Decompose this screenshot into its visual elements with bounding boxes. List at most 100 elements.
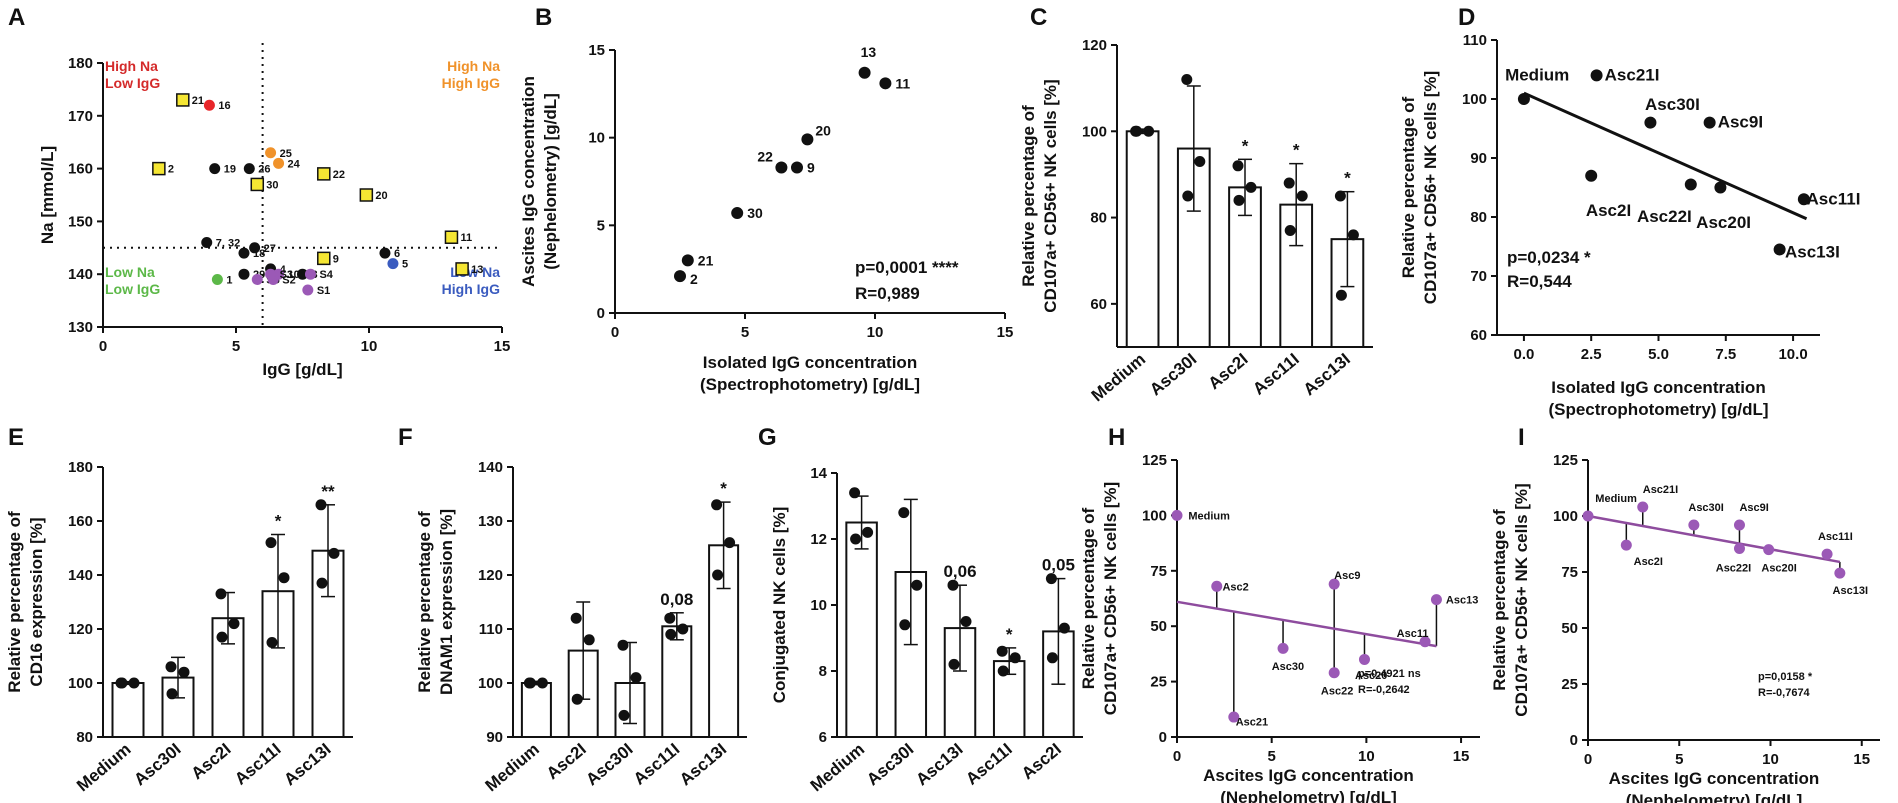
point-label-A: 25 [280,148,292,160]
bar-C [1176,147,1211,348]
point-label-A: S2 [282,274,295,286]
panel-label-I: I [1518,424,1525,451]
x-tick-label-D: 2.5 [1581,346,1602,363]
y-tick-label-I: 75 [1561,564,1578,581]
point-label-A: S4 [319,269,333,281]
x-tick-label-C: Asc11I [1249,350,1302,399]
y-tick-label-A: 160 [68,161,93,178]
x-tick-label-B: 10 [867,324,884,341]
point-A [176,93,190,107]
x-tick-label-G: Medium [807,740,868,796]
point-A [359,188,374,202]
x-tick-label-G: Asc30I [863,740,917,790]
quadrant-label-A: Low IgG [105,75,160,91]
point-label-A: 26 [258,164,270,176]
y-axis-title-E-line-0: Relative percentage of [5,511,24,693]
point-I [1821,548,1833,560]
x-tick-label-H: 10 [1358,748,1375,765]
point-I [1733,542,1745,554]
point-D [1644,116,1657,129]
y-axis-title-C-line-1: CD107a+ CD56+ NK cells [%] [1041,79,1060,312]
point-label-A: 6 [394,248,400,260]
point-A [273,268,285,280]
point-label-I: Asc22I [1716,563,1751,575]
point-A [304,268,316,280]
y-tick-label-D: 100 [1462,91,1487,108]
stats-text-B: R=0,989 [855,284,920,303]
replicate-point-F [571,693,583,705]
point-label-H: Asc20 [1355,670,1387,682]
point-label-A: S3 [280,269,293,281]
point-A [455,262,469,276]
x-tick-label-B: 15 [997,324,1014,341]
panel-label-C: C [1030,4,1047,31]
point-label-D: Asc22I [1637,207,1692,226]
panel-label-E: E [8,424,24,451]
point-label-A: 7, 32 [216,238,240,250]
point-B [681,254,694,267]
y-tick-label-I: 125 [1553,452,1578,469]
quadrant-label-A: Low Na [105,264,155,280]
replicate-point-G [1045,573,1057,585]
point-label-A: 4 [280,264,287,276]
point-B [674,270,686,283]
point-label-I: Asc11I [1818,531,1853,543]
point-label-B: 2 [690,271,698,287]
x-tick-label-C: Medium [1088,350,1149,406]
replicate-point-E [228,618,240,630]
point-label-I: Asc30I [1688,502,1723,514]
point-label-I: Asc13I [1833,585,1868,597]
replicate-point-G [996,645,1008,657]
replicate-point-G [899,619,911,631]
replicate-point-E [178,666,190,678]
y-axis-title-F-line-1: DNAM1 expression [%] [437,509,456,695]
replicate-point-G [1058,622,1070,634]
x-tick-label-E: Asc13I [280,740,334,790]
point-B [731,207,744,220]
x-tick-label-F: Asc13I [676,740,730,790]
y-axis-title-H-line-0: Relative percentage of [1079,507,1098,689]
point-A [265,268,277,280]
x-tick-label-G: Asc2I [1018,740,1065,784]
point-A [273,157,285,169]
y-tick-label-I: 50 [1561,620,1578,637]
quadrant-label-A: High Na [447,58,500,74]
significance-label-E: ** [321,482,335,501]
y-tick-label-B: 0 [597,305,605,322]
x-axis-title-I-line-1: (Nephelometry) [g/dL] [1626,791,1803,803]
replicate-point-C [1334,190,1346,202]
point-H [1171,509,1183,521]
replicate-point-E [216,631,228,643]
point-label-A: 30 [266,179,278,191]
y-axis-title-E: Relative percentage of CD16 expression [%… [5,511,46,693]
x-tick-label-D: 7.5 [1715,346,1736,363]
x-axis-title-H-line-0: Ascites IgG concentration [1203,766,1414,785]
y-tick-label-A: 170 [68,108,93,125]
quadrant-label-A: High IgG [442,281,500,297]
x-tick-label-I: 0 [1584,751,1592,768]
replicate-point-F [524,677,536,689]
replicate-point-G [960,616,972,627]
stats-text-H: R=-0,2642 [1358,684,1410,696]
point-B [858,66,871,79]
quadrant-label-A: High IgG [442,75,500,91]
replicate-point-C [1335,289,1347,301]
x-axis-title-D-line-1: (Spectrophotometry) [g/dL] [1548,400,1768,419]
point-D [1517,93,1530,105]
y-tick-label-E: 100 [68,675,93,692]
replicate-point-F [536,677,548,689]
quadrant-label-A: Low IgG [105,281,160,297]
panel-label-A: A [8,4,25,31]
y-axis-title-H-line-1: CD107a+ CD56+ NK cells [%] [1101,482,1120,715]
replicate-point-C [1347,229,1359,241]
y-tick-label-I: 100 [1553,508,1578,525]
point-label-D: Asc13I [1785,242,1840,261]
x-axis-title-B-line-0: Isolated IgG concentration [703,353,917,372]
significance-label-G: 0,05 [1042,556,1075,575]
point-label-A: 10 [288,269,300,281]
y-tick-label-G: 8 [819,663,827,680]
y-tick-label-F: 130 [478,513,503,530]
point-B [791,161,803,174]
y-tick-label-D: 60 [1470,327,1487,344]
replicate-point-C [1284,225,1296,237]
